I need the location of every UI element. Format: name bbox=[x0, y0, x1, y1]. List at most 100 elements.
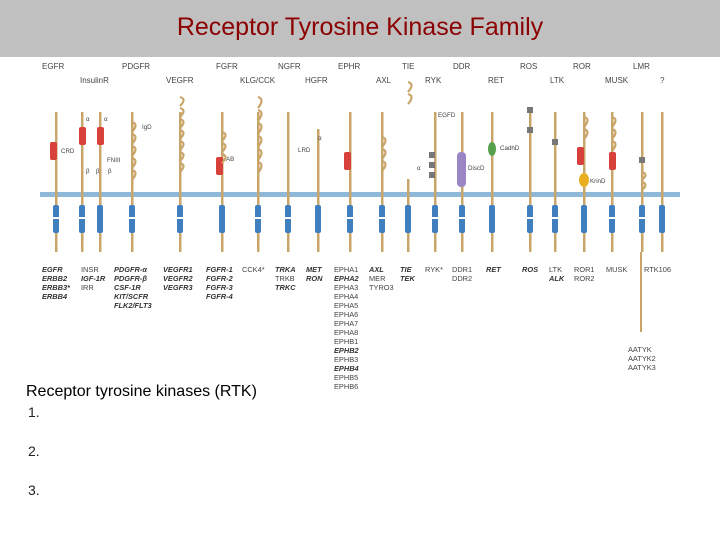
receptor-name-ror1: ROR1 bbox=[574, 265, 595, 274]
domain-label-lrd: LRD bbox=[298, 147, 311, 154]
receptor-name-ephb4: EPHB4 bbox=[334, 364, 359, 373]
receptor-stalk bbox=[131, 112, 134, 252]
receptor-name-egfr: EGFR bbox=[42, 265, 63, 274]
receptor-name-alk: ALK bbox=[548, 274, 565, 283]
receptor-name-ret: RET bbox=[486, 265, 502, 274]
egf-domain bbox=[429, 162, 435, 168]
family-label-tie: TIE bbox=[402, 62, 414, 71]
kinase-insert bbox=[432, 217, 438, 219]
subunit-label: β bbox=[108, 168, 112, 175]
receptor-stalk bbox=[491, 112, 494, 252]
kinase-insert bbox=[639, 217, 645, 219]
receptor-stalk bbox=[661, 112, 664, 252]
receptor-name-epha7: EPHA7 bbox=[334, 319, 358, 328]
cysteine-rich-domain bbox=[79, 127, 86, 145]
domain-label-igd: IgD bbox=[142, 124, 152, 131]
receptor-name-ddr1: DDR1 bbox=[452, 265, 472, 274]
ig-like-loop bbox=[131, 132, 137, 145]
domain-label-ab: AB bbox=[226, 156, 234, 163]
caption: Receptor tyrosine kinases (RTK) bbox=[26, 383, 257, 400]
receptor-name-aatyk2: AATYK2 bbox=[628, 354, 656, 363]
cysteine-rich-domain bbox=[97, 127, 104, 145]
cysteine-rich-domain bbox=[344, 152, 351, 170]
egf-domain bbox=[639, 157, 645, 163]
receptor-stalk bbox=[434, 112, 437, 252]
family-label-axl: AXL bbox=[376, 76, 392, 85]
receptor-name-cck4: CCK4* bbox=[242, 265, 265, 274]
list-item-1: 1. bbox=[28, 404, 40, 420]
family-label-ret: RET bbox=[488, 76, 504, 85]
family-label-ngfr: NGFR bbox=[278, 62, 301, 71]
title-bar: Receptor Tyrosine Kinase Family bbox=[0, 0, 720, 57]
receptor-name-fgfr3: FGFR-3 bbox=[206, 283, 234, 292]
receptor-name-ephb6: EPHB6 bbox=[334, 382, 358, 391]
ig-like-loop bbox=[179, 161, 185, 173]
receptor-name-fgfr4: FGFR-4 bbox=[206, 292, 233, 301]
kinase-insert bbox=[379, 217, 385, 219]
ig-like-loop bbox=[381, 135, 387, 148]
receptor-name-ephb3: EPHB3 bbox=[334, 355, 358, 364]
receptor-name-epha8: EPHA8 bbox=[334, 328, 358, 337]
receptor-name-pdgfr: PDGFR-α bbox=[114, 265, 147, 274]
receptor-name-musk: MUSK bbox=[606, 265, 627, 274]
ig-like-loop bbox=[131, 120, 137, 133]
family-label-ltk: LTK bbox=[550, 76, 565, 85]
cadherin-domain bbox=[488, 142, 496, 156]
receptor-stalk bbox=[529, 112, 532, 252]
kinase-domain bbox=[659, 205, 665, 233]
domain-label-krind: KrinD bbox=[590, 178, 606, 185]
receptor-name-rtk106: RTK106 bbox=[644, 265, 671, 274]
receptor-name-epha5: EPHA5 bbox=[334, 301, 358, 310]
ig-like-loop bbox=[221, 152, 227, 164]
receptor-name-trkb: TRKB bbox=[275, 274, 295, 283]
receptor-name-vegfr1: VEGFR1 bbox=[163, 265, 193, 274]
family-label-: ? bbox=[660, 76, 665, 85]
receptor-name-erbb3: ERBB3* bbox=[42, 283, 71, 292]
receptor-name-ron: RON bbox=[306, 274, 323, 283]
ig-like-loop bbox=[257, 108, 263, 122]
kinase-domain bbox=[97, 205, 103, 233]
receptor-name-mer: MER bbox=[369, 274, 385, 283]
ig-like-loop bbox=[179, 95, 185, 107]
ig-like-loop bbox=[179, 128, 185, 140]
receptor-stalk bbox=[611, 112, 614, 252]
receptor-name-aatyk: AATYK bbox=[628, 345, 652, 354]
receptor-name-epha1: EPHA1 bbox=[334, 265, 358, 274]
domain-label-crd: CRD bbox=[61, 148, 75, 155]
ig-like-loop bbox=[407, 80, 413, 93]
receptor-name-erbb4: ERBB4 bbox=[42, 292, 67, 301]
list-item-3: 3. bbox=[28, 482, 40, 498]
receptor-name-epha2: EPHA2 bbox=[334, 274, 360, 283]
kinase-domain bbox=[489, 205, 495, 233]
ig-like-loop bbox=[611, 139, 617, 152]
family-label-ephr: EPHR bbox=[338, 62, 360, 71]
receptor-name-ryk: RYK* bbox=[425, 265, 443, 274]
receptor-stalk bbox=[381, 112, 384, 252]
ig-like-loop bbox=[179, 117, 185, 129]
domain-label-cadhd: CadhD bbox=[500, 145, 520, 152]
receptor-stalk bbox=[554, 112, 557, 252]
egf-domain bbox=[429, 152, 435, 158]
aatyk-stalk bbox=[640, 252, 642, 332]
family-label-ryk: RYK bbox=[425, 76, 442, 85]
ig-like-loop bbox=[179, 150, 185, 162]
cysteine-rich-domain bbox=[609, 152, 616, 170]
receptor-name-fgfr1: FGFR-1 bbox=[206, 265, 233, 274]
kinase-insert bbox=[255, 217, 261, 219]
receptor-name-trkc: TRKC bbox=[275, 283, 296, 292]
receptor-name-epha6: EPHA6 bbox=[334, 310, 358, 319]
subunit-label: α bbox=[104, 116, 108, 123]
receptor-name-tyro3: TYRO3 bbox=[369, 283, 394, 292]
receptor-name-vegfr3: VEGFR3 bbox=[163, 283, 193, 292]
family-label-ros: ROS bbox=[520, 62, 537, 71]
family-label-musk: MUSK bbox=[605, 76, 629, 85]
ig-like-loop bbox=[257, 160, 263, 174]
kinase-insert bbox=[129, 217, 135, 219]
family-label-fgfr: FGFR bbox=[216, 62, 238, 71]
receptor-name-vegfr2: VEGFR2 bbox=[163, 274, 193, 283]
kinase-insert bbox=[459, 217, 465, 219]
receptor-stalk bbox=[349, 112, 352, 252]
subunit-label: β bbox=[96, 168, 100, 175]
egf-domain bbox=[552, 139, 558, 145]
